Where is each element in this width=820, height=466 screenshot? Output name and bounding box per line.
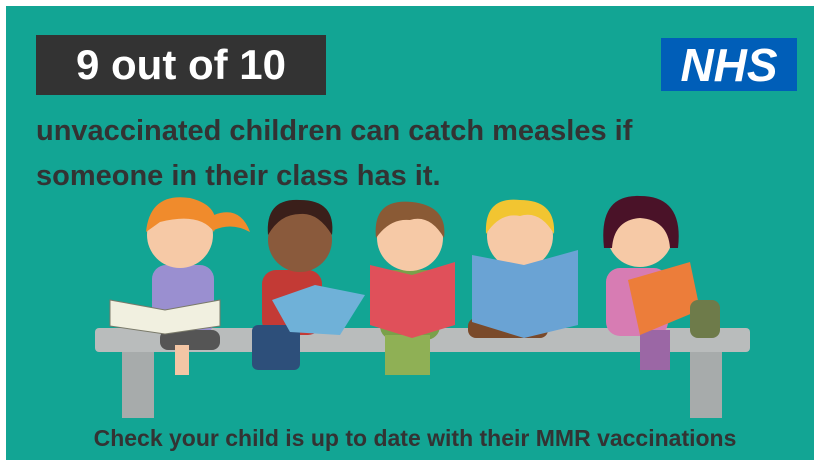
logo-box xyxy=(661,38,797,91)
logo: NHS xyxy=(680,39,777,91)
headline-box xyxy=(36,35,326,95)
headline: 9 out of 10 xyxy=(76,41,286,88)
footer: Check your child is up to date with thei… xyxy=(94,425,737,451)
illustration xyxy=(95,195,750,418)
body-line: unvaccinated children can catch measles … xyxy=(36,115,633,147)
body-line: someone in their class has it. xyxy=(36,160,441,192)
